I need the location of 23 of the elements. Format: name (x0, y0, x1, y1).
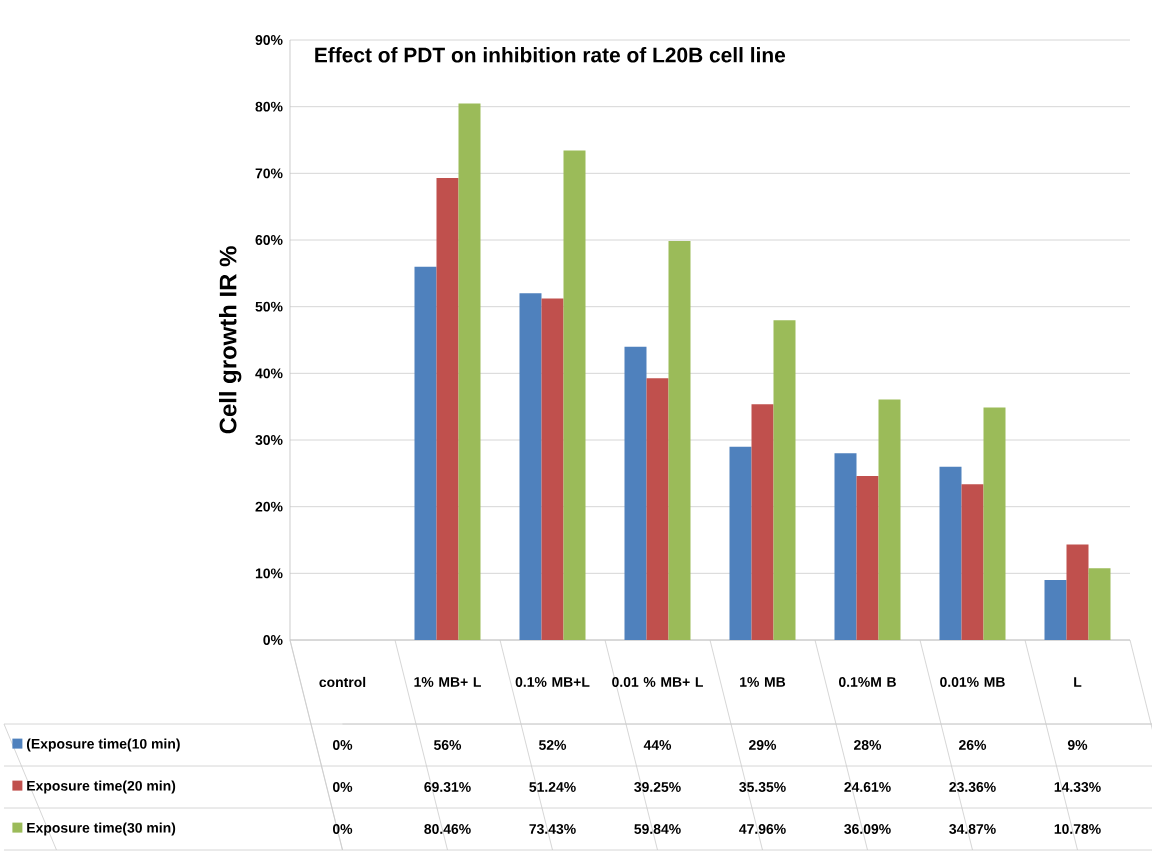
bar (624, 346, 647, 641)
bar (436, 177, 459, 641)
bar (939, 466, 962, 641)
bar (751, 404, 774, 641)
bar (729, 446, 752, 641)
bar (1066, 544, 1089, 641)
bar (773, 320, 796, 641)
bar (834, 453, 857, 641)
bar (541, 298, 564, 641)
bar (878, 399, 901, 641)
bar (646, 378, 669, 641)
bar (983, 407, 1006, 641)
bar (856, 475, 879, 641)
bar (414, 266, 437, 641)
bar (1088, 568, 1111, 641)
chart-title: Effect of PDT on inhibition rate of L20B cell line (315, 47, 786, 63)
bar (458, 103, 481, 641)
bar (668, 241, 691, 641)
bar (961, 484, 984, 641)
bar (519, 293, 542, 641)
bar (563, 150, 586, 641)
y-axis-title: Cell growth IR % (218, 246, 242, 434)
bar (1044, 580, 1067, 641)
